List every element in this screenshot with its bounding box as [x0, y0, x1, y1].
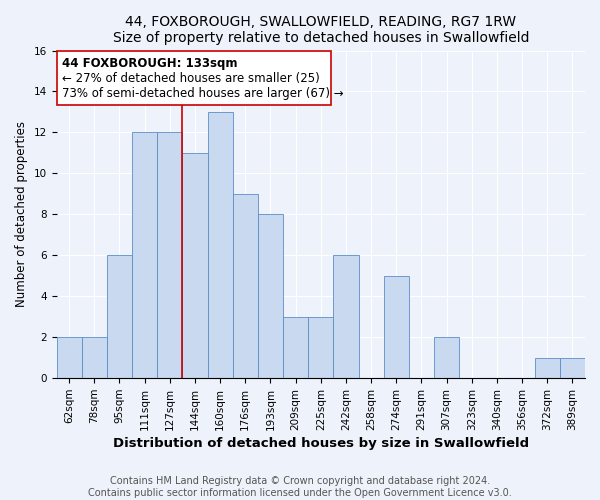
Y-axis label: Number of detached properties: Number of detached properties: [15, 122, 28, 308]
Text: 73% of semi-detached houses are larger (67) →: 73% of semi-detached houses are larger (…: [62, 88, 343, 101]
Bar: [283, 317, 308, 378]
Bar: [157, 132, 182, 378]
Bar: [334, 256, 359, 378]
Bar: [233, 194, 258, 378]
Bar: [82, 337, 107, 378]
FancyBboxPatch shape: [56, 50, 331, 105]
Bar: [434, 337, 459, 378]
Bar: [56, 337, 82, 378]
Bar: [182, 153, 208, 378]
Title: 44, FOXBOROUGH, SWALLOWFIELD, READING, RG7 1RW
Size of property relative to deta: 44, FOXBOROUGH, SWALLOWFIELD, READING, R…: [113, 15, 529, 45]
Bar: [560, 358, 585, 378]
Bar: [308, 317, 334, 378]
Text: ← 27% of detached houses are smaller (25): ← 27% of detached houses are smaller (25…: [62, 72, 319, 85]
Bar: [383, 276, 409, 378]
Bar: [208, 112, 233, 378]
Text: Contains HM Land Registry data © Crown copyright and database right 2024.
Contai: Contains HM Land Registry data © Crown c…: [88, 476, 512, 498]
X-axis label: Distribution of detached houses by size in Swallowfield: Distribution of detached houses by size …: [113, 437, 529, 450]
Bar: [107, 256, 132, 378]
Bar: [132, 132, 157, 378]
Bar: [535, 358, 560, 378]
Bar: [258, 214, 283, 378]
Text: 44 FOXBOROUGH: 133sqm: 44 FOXBOROUGH: 133sqm: [62, 56, 237, 70]
